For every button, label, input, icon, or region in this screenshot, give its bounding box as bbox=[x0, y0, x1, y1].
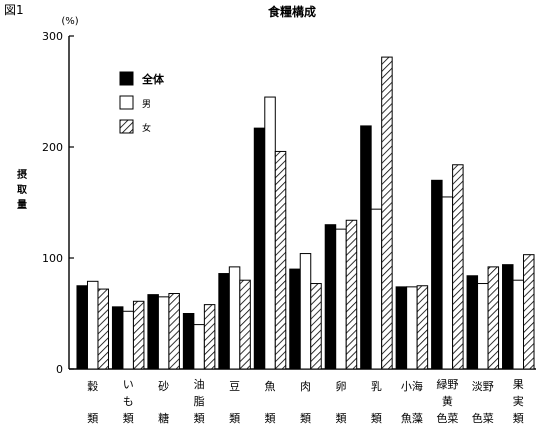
legend-swatch-solid bbox=[119, 71, 134, 86]
x-tick-label: 脂 bbox=[194, 394, 205, 408]
bar-outline bbox=[370, 208, 383, 370]
x-tick-label: 類 bbox=[123, 412, 134, 425]
y-axis-label-char: 取 bbox=[17, 184, 28, 196]
bar-solid bbox=[395, 286, 408, 370]
bar-outline bbox=[512, 279, 525, 370]
x-tick-label: も bbox=[123, 395, 134, 408]
x-tick-label: 緑野 bbox=[436, 377, 458, 391]
x-tick-label: 類 bbox=[87, 412, 98, 425]
bar-hatched bbox=[203, 304, 216, 370]
bar-hatched bbox=[416, 285, 429, 370]
bar-hatched bbox=[310, 283, 322, 370]
bars bbox=[76, 56, 535, 370]
x-tick-label: 類 bbox=[513, 412, 524, 425]
x-tick-label: 小海 bbox=[401, 379, 423, 393]
bar-hatched bbox=[487, 266, 500, 370]
bar-solid bbox=[218, 273, 230, 370]
x-tick-label: 淡野 bbox=[472, 380, 494, 393]
bar-solid bbox=[147, 294, 159, 370]
x-tick-label: 卵 bbox=[335, 380, 346, 393]
bar-solid bbox=[502, 264, 514, 370]
y-tick-label: 0 bbox=[56, 363, 63, 376]
bar-outline bbox=[477, 283, 489, 370]
bar-hatched bbox=[239, 279, 251, 370]
bar-outline bbox=[193, 324, 205, 370]
bar-hatched bbox=[381, 56, 393, 370]
legend-label: 女 bbox=[142, 122, 151, 134]
bar-outline bbox=[299, 253, 312, 370]
x-tick-label: 魚 bbox=[265, 380, 276, 393]
bar-hatched bbox=[274, 150, 287, 370]
bar-outline bbox=[406, 286, 418, 370]
bar-outline bbox=[157, 296, 170, 370]
bar-outline bbox=[122, 310, 134, 370]
x-tick-label: 類 bbox=[300, 412, 311, 425]
bar-hatched bbox=[97, 288, 109, 370]
x-tick-label: 色菜 bbox=[436, 411, 458, 425]
bar-outline bbox=[441, 196, 454, 370]
bar-solid bbox=[289, 268, 301, 370]
bar-outline bbox=[86, 280, 99, 370]
y-unit-label: (%) bbox=[61, 16, 78, 27]
x-tick-label: 類 bbox=[229, 412, 240, 425]
x-tick-label: 黄 bbox=[442, 394, 453, 408]
legend-label: 全体 bbox=[141, 72, 165, 86]
y-axis-label-char: 摂 bbox=[17, 168, 27, 181]
x-tick-label: 果 bbox=[513, 378, 524, 391]
x-tick-label: い bbox=[123, 378, 134, 391]
chart-title: 食糧構成 bbox=[267, 4, 316, 19]
x-tick-label: 魚藻 bbox=[401, 412, 423, 425]
x-tick-label: 類 bbox=[371, 412, 382, 425]
legend-swatch-hatched bbox=[119, 119, 134, 134]
x-tick-label: 砂 bbox=[158, 380, 169, 393]
y-tick-label: 100 bbox=[42, 252, 63, 265]
bar-solid bbox=[431, 179, 443, 370]
bar-hatched bbox=[132, 300, 145, 370]
y-axis-label: 摂取量 bbox=[17, 168, 28, 211]
x-tick-label: 類 bbox=[194, 412, 205, 425]
bar-solid bbox=[360, 125, 372, 370]
y-axis-label-char: 量 bbox=[17, 198, 27, 211]
x-tick-label: 豆 bbox=[229, 380, 240, 393]
x-tick-label: 実 bbox=[513, 394, 524, 408]
y-tick-label: 200 bbox=[42, 141, 63, 154]
bar-hatched bbox=[452, 164, 464, 370]
bar-solid bbox=[253, 127, 266, 370]
bar-solid bbox=[111, 306, 124, 370]
x-tick-label: 糖 bbox=[158, 411, 169, 425]
y-tick-label: 300 bbox=[42, 30, 63, 43]
x-tick-label: 穀 bbox=[87, 380, 98, 393]
bar-hatched bbox=[168, 293, 180, 370]
bar-hatched bbox=[345, 219, 358, 370]
x-tick-label: 油 bbox=[194, 377, 205, 391]
bar-outline bbox=[335, 228, 347, 370]
x-tick-label: 肉 bbox=[300, 380, 311, 393]
legend-swatch-outline bbox=[119, 95, 134, 110]
bar-solid bbox=[182, 313, 195, 370]
x-tick-label: 色菜 bbox=[472, 411, 494, 425]
bar-solid bbox=[76, 285, 88, 370]
bar-solid bbox=[324, 224, 337, 370]
x-tick-label: 類 bbox=[335, 412, 346, 425]
bar-hatched bbox=[523, 254, 535, 370]
x-tick-label: 類 bbox=[265, 412, 276, 425]
legend-label: 男 bbox=[142, 99, 151, 110]
bar-outline bbox=[228, 266, 241, 370]
bar-solid bbox=[466, 275, 479, 370]
bar-outline bbox=[264, 96, 276, 370]
x-tick-label: 乳 bbox=[371, 380, 382, 393]
figure-label: 図1 bbox=[4, 3, 24, 17]
